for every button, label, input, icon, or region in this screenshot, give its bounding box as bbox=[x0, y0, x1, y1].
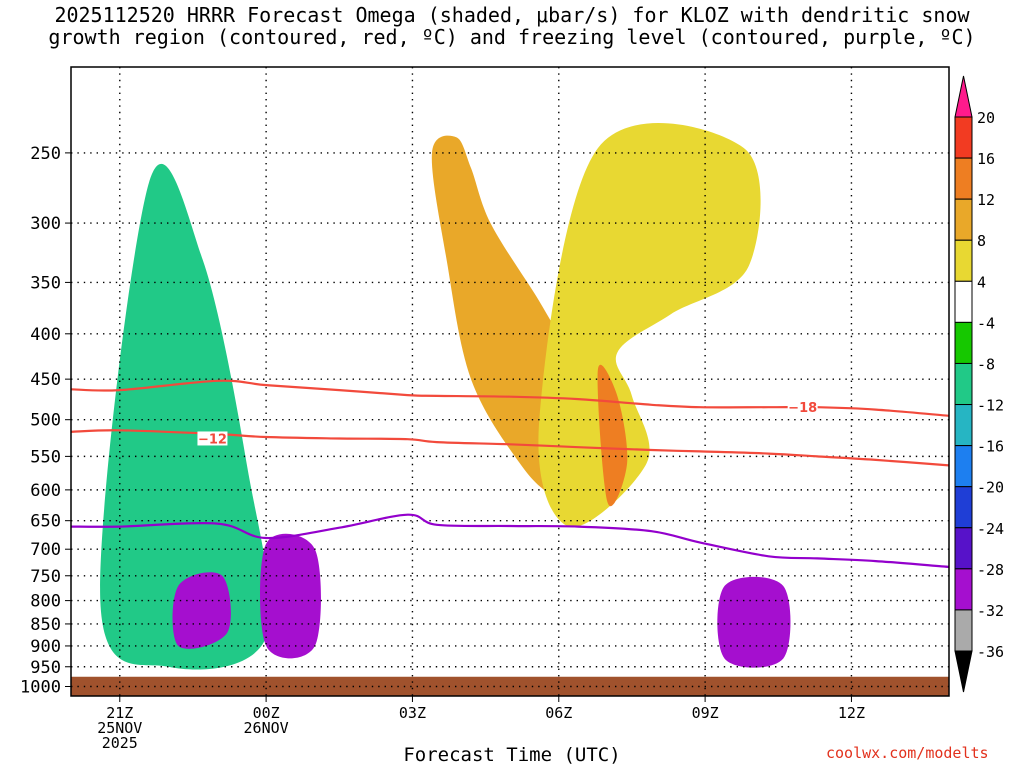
colorbar-swatch-10 bbox=[954, 527, 973, 570]
site-credit: coolwx.com/modelts bbox=[826, 744, 989, 762]
colorbar: 20 16 12 8 4 -4 -8 -12 -16 -20 -24 -28 -32 -36 bbox=[954, 75, 1004, 693]
colorbar-bottom-arrow bbox=[954, 650, 973, 693]
colorbar-label-10: -24 bbox=[977, 520, 1004, 538]
x-tick-label-0-1: 25NOV bbox=[97, 719, 142, 737]
contour-label-bg-1 bbox=[787, 400, 818, 415]
contour-label-bg-0 bbox=[197, 431, 228, 446]
colorbar-swatch-1 bbox=[954, 157, 973, 200]
colorbar-swatch-11 bbox=[954, 568, 973, 611]
y-tick-label-350: 350 bbox=[30, 273, 61, 293]
colorbar-swatch-7 bbox=[954, 404, 973, 447]
colorbar-swatch-4 bbox=[954, 280, 973, 323]
x-tick-label-0-0: 21Z bbox=[106, 704, 133, 722]
y-tick-label-900: 900 bbox=[30, 637, 61, 657]
omega-region-rising-5 bbox=[260, 533, 321, 659]
ground-band bbox=[71, 676, 949, 696]
y-tick-label-550: 550 bbox=[30, 447, 61, 467]
x-tick-label-0-2: 2025 bbox=[102, 734, 138, 752]
x-axis-title: Forecast Time (UTC) bbox=[403, 744, 621, 766]
colorbar-swatch-12 bbox=[954, 609, 973, 652]
y-tick-label-850: 850 bbox=[30, 615, 61, 635]
y-tick-label-950: 950 bbox=[30, 658, 61, 678]
y-tick-label-300: 300 bbox=[30, 214, 61, 234]
colorbar-label-6: -8 bbox=[977, 355, 995, 373]
colorbar-label-9: -20 bbox=[977, 479, 1004, 497]
colorbar-swatch-3 bbox=[954, 239, 973, 282]
y-tick-label-600: 600 bbox=[30, 481, 61, 501]
plot-frame bbox=[70, 66, 950, 697]
colorbar-swatch-5 bbox=[954, 321, 973, 364]
contour-line-2 bbox=[71, 513, 949, 568]
colorbar-label-8: -16 bbox=[977, 438, 1004, 456]
y-tick-label-650: 650 bbox=[30, 512, 61, 532]
colorbar-label-4: 4 bbox=[977, 273, 986, 291]
y-tick-label-800: 800 bbox=[30, 592, 61, 612]
omega-shading bbox=[100, 123, 791, 670]
ground-layer bbox=[71, 676, 949, 696]
y-tick-label-500: 500 bbox=[30, 411, 61, 431]
x-tick-label-5-0: 12Z bbox=[838, 704, 865, 722]
colorbar-label-0: 20 bbox=[977, 109, 995, 127]
x-tick-label-3-0: 06Z bbox=[545, 704, 572, 722]
colorbar-label-3: 8 bbox=[977, 232, 986, 250]
y-tick-label-250: 250 bbox=[30, 144, 61, 164]
chart-title: 2025112520 HRRR Forecast Omega (shaded, … bbox=[0, 4, 1024, 48]
y-tick-label-700: 700 bbox=[30, 540, 61, 560]
colorbar-top-arrow bbox=[954, 75, 973, 118]
x-tick-label-1-1: 26NOV bbox=[244, 719, 289, 737]
colorbar-swatch-9 bbox=[954, 486, 973, 529]
contour-line-0 bbox=[71, 429, 949, 467]
temperature-contours: −12 −18 bbox=[71, 379, 949, 568]
x-tick-label-1-0: 00Z bbox=[253, 704, 280, 722]
contour-label-1: −18 bbox=[788, 401, 817, 416]
colorbar-label-12: -32 bbox=[977, 602, 1004, 620]
colorbar-swatch-2 bbox=[954, 198, 973, 241]
grid-lines bbox=[71, 67, 949, 696]
pressure-axis: 2503003504004505005506006507007508008509… bbox=[20, 144, 71, 697]
colorbar-label-2: 12 bbox=[977, 191, 995, 209]
title-line-1: 2025112520 HRRR Forecast Omega (shaded, … bbox=[54, 3, 970, 27]
colorbar-label-11: -28 bbox=[977, 561, 1004, 579]
omega-region-sinking-1 bbox=[538, 123, 761, 528]
omega-region-rising-4 bbox=[172, 572, 231, 649]
x-tick-label-4-0: 09Z bbox=[692, 704, 719, 722]
omega-region-rising-6 bbox=[717, 576, 791, 668]
y-tick-label-1000: 1000 bbox=[20, 677, 61, 697]
colorbar-swatch-6 bbox=[954, 362, 973, 406]
colorbar-swatch-0 bbox=[954, 116, 973, 159]
y-tick-label-450: 450 bbox=[30, 370, 61, 390]
y-tick-label-750: 750 bbox=[30, 567, 61, 587]
colorbar-label-1: 16 bbox=[977, 150, 995, 168]
x-tick-label-2-0: 03Z bbox=[399, 704, 426, 722]
title-line-2: growth region (contoured, red, ºC) and f… bbox=[48, 25, 976, 49]
colorbar-label-5: -4 bbox=[977, 314, 995, 332]
contour-label-0: −12 bbox=[198, 432, 227, 447]
y-tick-label-400: 400 bbox=[30, 325, 61, 345]
omega-region-rising-3 bbox=[100, 163, 271, 670]
colorbar-label-7: -12 bbox=[977, 397, 1004, 415]
colorbar-swatch-8 bbox=[954, 445, 973, 488]
colorbar-label-13: -36 bbox=[977, 643, 1004, 661]
